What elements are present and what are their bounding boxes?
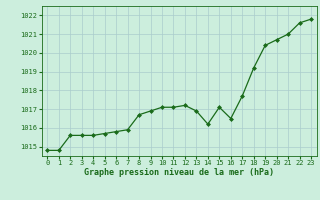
X-axis label: Graphe pression niveau de la mer (hPa): Graphe pression niveau de la mer (hPa) (84, 168, 274, 177)
